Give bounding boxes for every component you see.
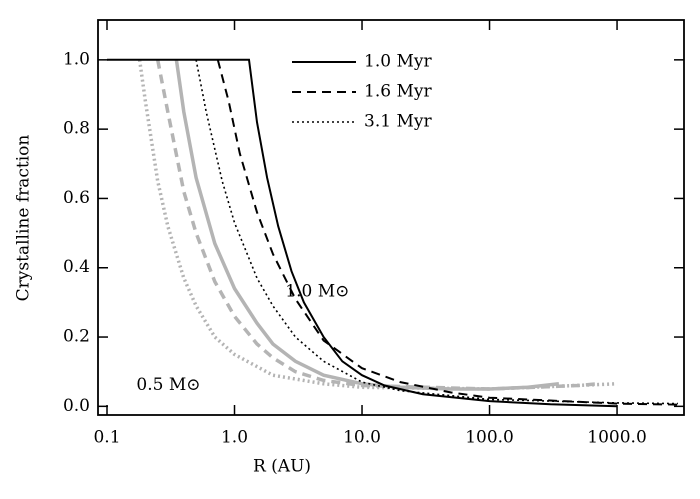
x-tick-label: 1.0 — [221, 428, 248, 448]
y-tick-label: 0.4 — [63, 257, 90, 277]
legend-label: 1.6 Myr — [364, 82, 432, 102]
series-line — [174, 59, 560, 391]
x-tick-label: 10.0 — [343, 428, 381, 448]
annotation: 0.5 M⊙ — [136, 375, 200, 395]
y-tick-label: 0.2 — [63, 327, 90, 347]
x-tick-label: 1000.0 — [587, 428, 646, 448]
legend-label: 1.0 Myr — [364, 52, 432, 72]
series-line — [216, 59, 678, 406]
y-tick-label: 0.6 — [63, 188, 90, 208]
legend-label: 3.1 Myr — [364, 112, 432, 132]
annotation: 1.0 M⊙ — [285, 281, 349, 301]
plot-frame — [97, 19, 685, 416]
y-tick-label: 1.0 — [63, 49, 90, 69]
series-line — [137, 59, 618, 391]
y-tick-label: 0.8 — [63, 119, 90, 139]
x-tick-label: 100.0 — [465, 428, 514, 448]
x-tick-label: 0.1 — [93, 428, 120, 448]
y-tick-label: 0.0 — [63, 396, 90, 416]
y-axis-label: Crystalline fraction — [14, 135, 34, 302]
x-axis-label: R (AU) — [253, 457, 311, 477]
series-line — [107, 58, 618, 408]
series-line — [155, 59, 598, 391]
